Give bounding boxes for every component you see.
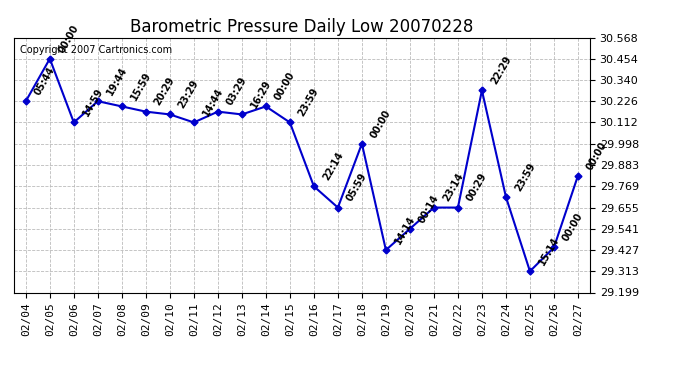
Text: 20:29: 20:29 xyxy=(152,76,177,108)
Text: 03:29: 03:29 xyxy=(225,76,249,108)
Text: 00:14: 00:14 xyxy=(417,193,441,225)
Text: 23:59: 23:59 xyxy=(513,161,537,193)
Text: 22:29: 22:29 xyxy=(489,54,513,86)
Text: 16:29: 16:29 xyxy=(249,78,273,110)
Text: 23:59: 23:59 xyxy=(297,86,321,118)
Text: 00:00: 00:00 xyxy=(585,140,609,171)
Text: 05:44: 05:44 xyxy=(32,65,57,97)
Text: 00:00: 00:00 xyxy=(369,108,393,140)
Title: Barometric Pressure Daily Low 20070228: Barometric Pressure Daily Low 20070228 xyxy=(130,18,473,36)
Text: 00:00: 00:00 xyxy=(561,211,585,243)
Text: 00:00: 00:00 xyxy=(273,70,297,102)
Text: 00:29: 00:29 xyxy=(465,171,489,203)
Text: 19:44: 19:44 xyxy=(105,65,129,97)
Text: 05:59: 05:59 xyxy=(345,171,369,203)
Text: 14:44: 14:44 xyxy=(201,86,225,118)
Text: 23:14: 23:14 xyxy=(441,171,465,203)
Text: 22:14: 22:14 xyxy=(321,150,345,182)
Text: Copyright 2007 Cartronics.com: Copyright 2007 Cartronics.com xyxy=(19,45,172,55)
Text: 14:59: 14:59 xyxy=(81,86,105,118)
Text: 14:14: 14:14 xyxy=(393,214,417,246)
Text: 00:00: 00:00 xyxy=(57,23,81,55)
Text: 15:59: 15:59 xyxy=(129,70,153,102)
Text: 15:14: 15:14 xyxy=(537,235,561,267)
Text: 23:29: 23:29 xyxy=(177,78,201,110)
